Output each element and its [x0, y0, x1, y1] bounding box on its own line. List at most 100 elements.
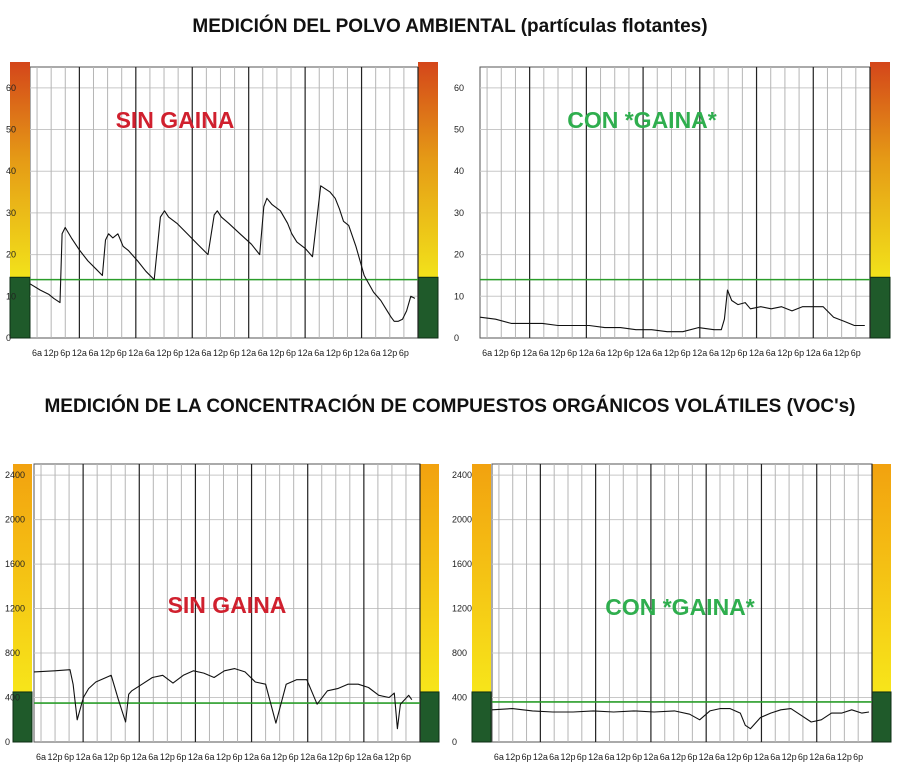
y-tick-label: 400 — [5, 693, 20, 703]
x-tick-label: 6a — [258, 348, 268, 358]
x-tick-label: 6a — [482, 348, 492, 358]
y-tick-label: 2000 — [5, 515, 25, 525]
x-tick-label: 6p — [233, 752, 243, 762]
x-tick-label: 6p — [851, 348, 861, 358]
x-tick-label: 6p — [286, 348, 296, 358]
x-tick-label: 12p — [782, 752, 797, 762]
x-tick-label: 6p — [737, 348, 747, 358]
x-tick-label: 12p — [382, 348, 397, 358]
x-tick-label: 12a — [241, 348, 256, 358]
y-tick-label: 60 — [6, 83, 16, 93]
x-tick-label: 12a — [809, 752, 824, 762]
y-tick-label: 400 — [452, 693, 467, 703]
x-tick-label: 12p — [48, 752, 63, 762]
plot-area — [29, 66, 419, 339]
x-tick-label: 6p — [853, 752, 863, 762]
safe-zone-block-left — [9, 276, 31, 339]
x-tick-label: 6p — [230, 348, 240, 358]
x-tick-label: 12a — [132, 752, 147, 762]
x-tick-label: 12p — [104, 752, 119, 762]
gradient-bar-right — [870, 62, 890, 278]
x-tick-label: 6a — [36, 752, 46, 762]
x-tick-label: 12a — [354, 348, 369, 358]
x-tick-label: 12a — [356, 752, 371, 762]
voc-section-title: MEDICIÓN DE LA CONCENTRACIÓN DE COMPUEST… — [44, 396, 856, 417]
plot-area — [479, 66, 871, 339]
x-tick-label: 6a — [145, 348, 155, 358]
chart-condition-label: CON *GAINA* — [605, 594, 755, 620]
x-tick-label: 6p — [624, 348, 634, 358]
x-tick-label: 6p — [60, 348, 70, 358]
x-tick-label: 12p — [100, 348, 115, 358]
x-tick-label: 12a — [76, 752, 91, 762]
x-tick-label: 6a — [660, 752, 670, 762]
x-tick-label: 12a — [128, 348, 143, 358]
x-tick-label: 12a — [298, 348, 313, 358]
x-tick-label: 6p — [681, 348, 691, 358]
y-tick-label: 1200 — [5, 604, 25, 614]
x-tick-label: 6a — [88, 348, 98, 358]
safe-zone-block-right — [417, 276, 439, 339]
safe-zone-block-right — [419, 691, 440, 743]
safe-zone-block-right — [871, 691, 892, 743]
x-tick-label: 6a — [371, 348, 381, 358]
y-tick-label: 1600 — [5, 559, 25, 569]
gradient-bar-right — [872, 464, 891, 692]
x-tick-label: 6a — [261, 752, 271, 762]
x-tick-label: 6p — [522, 752, 532, 762]
x-tick-label: 6a — [822, 348, 832, 358]
x-tick-label: 6a — [770, 752, 780, 762]
x-tick-label: 6a — [92, 752, 102, 762]
y-tick-label: 40 — [454, 166, 464, 176]
y-tick-label: 2000 — [452, 515, 472, 525]
x-tick-label: 12p — [326, 348, 341, 358]
x-tick-label: 12p — [834, 348, 849, 358]
x-tick-label: 6a — [549, 752, 559, 762]
x-tick-label: 6p — [345, 752, 355, 762]
gradient-bar-left — [13, 464, 32, 692]
y-tick-label: 20 — [6, 250, 16, 260]
series-line — [29, 185, 416, 322]
x-tick-label: 6a — [596, 348, 606, 358]
x-tick-label: 6p — [798, 752, 808, 762]
x-tick-label: 12p — [664, 348, 679, 358]
x-tick-label: 12p — [328, 752, 343, 762]
x-tick-label: 12a — [300, 752, 315, 762]
x-tick-label: 6a — [494, 752, 504, 762]
x-tick-label: 6a — [604, 752, 614, 762]
x-tick-label: 6p — [687, 752, 697, 762]
x-tick-label: 6p — [117, 348, 127, 358]
x-tick-label: 6a — [539, 348, 549, 358]
x-tick-label: 12p — [44, 348, 59, 358]
x-tick-label: 12p — [726, 752, 741, 762]
x-tick-label: 6p — [632, 752, 642, 762]
safe-zone-block-right — [869, 276, 891, 339]
y-tick-label: 0 — [454, 333, 459, 343]
y-tick-label: 2400 — [452, 470, 472, 480]
y-tick-label: 10 — [454, 291, 464, 301]
x-tick-label: 12p — [721, 348, 736, 358]
plot-area — [491, 463, 873, 743]
x-tick-label: 6a — [204, 752, 214, 762]
x-tick-label: 12a — [533, 752, 548, 762]
x-tick-label: 12a — [72, 348, 87, 358]
x-tick-label: 6a — [826, 752, 836, 762]
x-tick-label: 12p — [607, 348, 622, 358]
x-tick-label: 12a — [244, 752, 259, 762]
x-tick-label: 12a — [588, 752, 603, 762]
y-tick-label: 20 — [454, 250, 464, 260]
x-tick-label: 6p — [577, 752, 587, 762]
x-tick-label: 6p — [743, 752, 753, 762]
y-tick-label: 1600 — [452, 559, 472, 569]
gradient-bar-right — [420, 464, 439, 692]
series-line — [491, 708, 870, 730]
y-tick-label: 800 — [5, 648, 20, 658]
x-tick-label: 12a — [643, 752, 658, 762]
plot-area — [33, 463, 421, 743]
x-tick-label: 12p — [671, 752, 686, 762]
x-tick-label: 12p — [216, 752, 231, 762]
x-tick-label: 12p — [550, 348, 565, 358]
x-tick-label: 6p — [567, 348, 577, 358]
x-tick-label: 12p — [384, 752, 399, 762]
